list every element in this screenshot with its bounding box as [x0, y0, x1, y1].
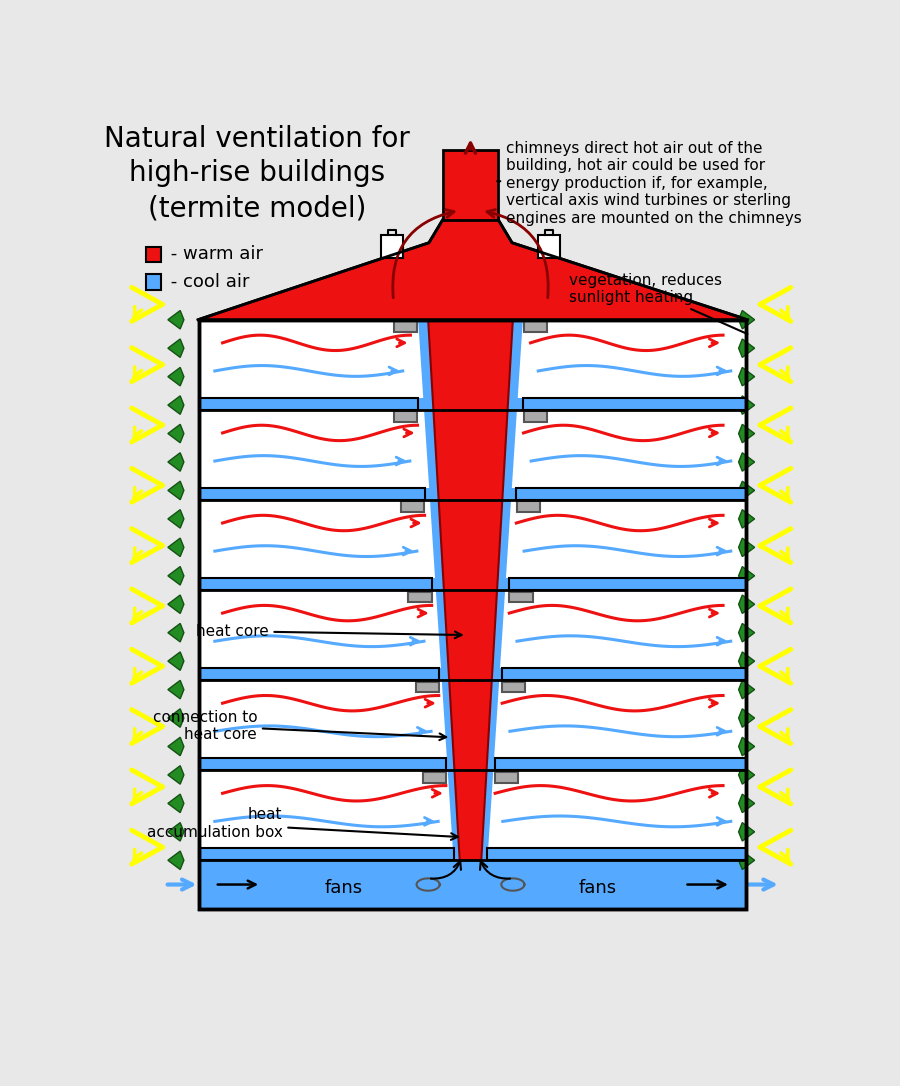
Bar [423, 772, 446, 783]
Polygon shape [168, 481, 184, 500]
Bar [146, 275, 161, 290]
Bar [443, 150, 499, 219]
Polygon shape [418, 319, 523, 860]
Bar [409, 592, 431, 603]
Bar [509, 592, 533, 603]
Polygon shape [168, 396, 184, 415]
Polygon shape [739, 709, 754, 728]
Text: vegetation, reduces
sunlight heating: vegetation, reduces sunlight heating [569, 273, 748, 334]
Polygon shape [739, 481, 754, 500]
Bar [200, 758, 746, 770]
Text: fans: fans [579, 880, 617, 897]
Polygon shape [168, 623, 184, 642]
Bar [200, 578, 746, 590]
Polygon shape [168, 709, 184, 728]
Polygon shape [168, 794, 184, 812]
Polygon shape [168, 737, 184, 756]
Polygon shape [168, 595, 184, 614]
Polygon shape [168, 822, 184, 841]
Text: Natural ventilation for
high-rise buildings
(termite model): Natural ventilation for high-rise buildi… [104, 125, 410, 222]
Polygon shape [382, 235, 402, 258]
Bar [516, 488, 746, 500]
Bar [495, 772, 518, 783]
Bar [200, 758, 446, 770]
Polygon shape [168, 567, 184, 585]
Polygon shape [168, 680, 184, 698]
Text: - cool air: - cool air [165, 273, 249, 291]
Polygon shape [168, 509, 184, 528]
Bar [200, 488, 746, 500]
Polygon shape [538, 235, 560, 258]
Polygon shape [739, 396, 754, 415]
Bar [488, 848, 746, 860]
Bar [200, 668, 746, 680]
Polygon shape [739, 453, 754, 471]
Bar [200, 848, 746, 860]
Bar [502, 682, 526, 693]
Text: connection to
heat core: connection to heat core [153, 709, 446, 742]
Text: heat core: heat core [196, 623, 462, 639]
Bar [416, 682, 438, 693]
Bar [200, 397, 418, 409]
Polygon shape [739, 822, 754, 841]
Polygon shape [739, 652, 754, 670]
Polygon shape [168, 339, 184, 357]
Polygon shape [739, 367, 754, 386]
Polygon shape [168, 367, 184, 386]
Bar [401, 502, 425, 513]
Polygon shape [428, 319, 513, 860]
Polygon shape [168, 652, 184, 670]
Polygon shape [739, 595, 754, 614]
Bar [508, 578, 746, 590]
Polygon shape [739, 623, 754, 642]
Bar [146, 247, 161, 262]
Bar [501, 668, 746, 680]
Bar [200, 848, 454, 860]
Bar [200, 860, 746, 909]
Polygon shape [739, 425, 754, 443]
Bar [524, 321, 546, 332]
Polygon shape [168, 851, 184, 870]
Polygon shape [198, 219, 748, 319]
Bar [200, 319, 746, 909]
Bar [200, 668, 439, 680]
Polygon shape [739, 311, 754, 329]
Polygon shape [739, 766, 754, 784]
Polygon shape [168, 766, 184, 784]
Polygon shape [739, 538, 754, 557]
Text: chimneys direct hot air out of the
building, hot air could be used for
energy pr: chimneys direct hot air out of the build… [497, 141, 802, 226]
Bar [494, 758, 746, 770]
Polygon shape [168, 453, 184, 471]
Polygon shape [739, 851, 754, 870]
Bar [200, 319, 746, 860]
Bar [200, 397, 746, 409]
Polygon shape [168, 311, 184, 329]
Bar [200, 319, 746, 909]
Text: fans: fans [324, 880, 363, 897]
Text: - warm air: - warm air [165, 245, 263, 263]
Polygon shape [168, 425, 184, 443]
Polygon shape [739, 509, 754, 528]
Polygon shape [739, 339, 754, 357]
Bar [200, 578, 432, 590]
Polygon shape [168, 538, 184, 557]
Bar [394, 412, 418, 422]
Bar [200, 488, 425, 500]
Polygon shape [739, 737, 754, 756]
Bar [523, 397, 746, 409]
Polygon shape [739, 794, 754, 812]
Polygon shape [739, 680, 754, 698]
Bar [524, 412, 546, 422]
Bar [517, 502, 540, 513]
Text: heat
accumulation box: heat accumulation box [147, 807, 458, 839]
Polygon shape [739, 567, 754, 585]
Bar [394, 321, 418, 332]
